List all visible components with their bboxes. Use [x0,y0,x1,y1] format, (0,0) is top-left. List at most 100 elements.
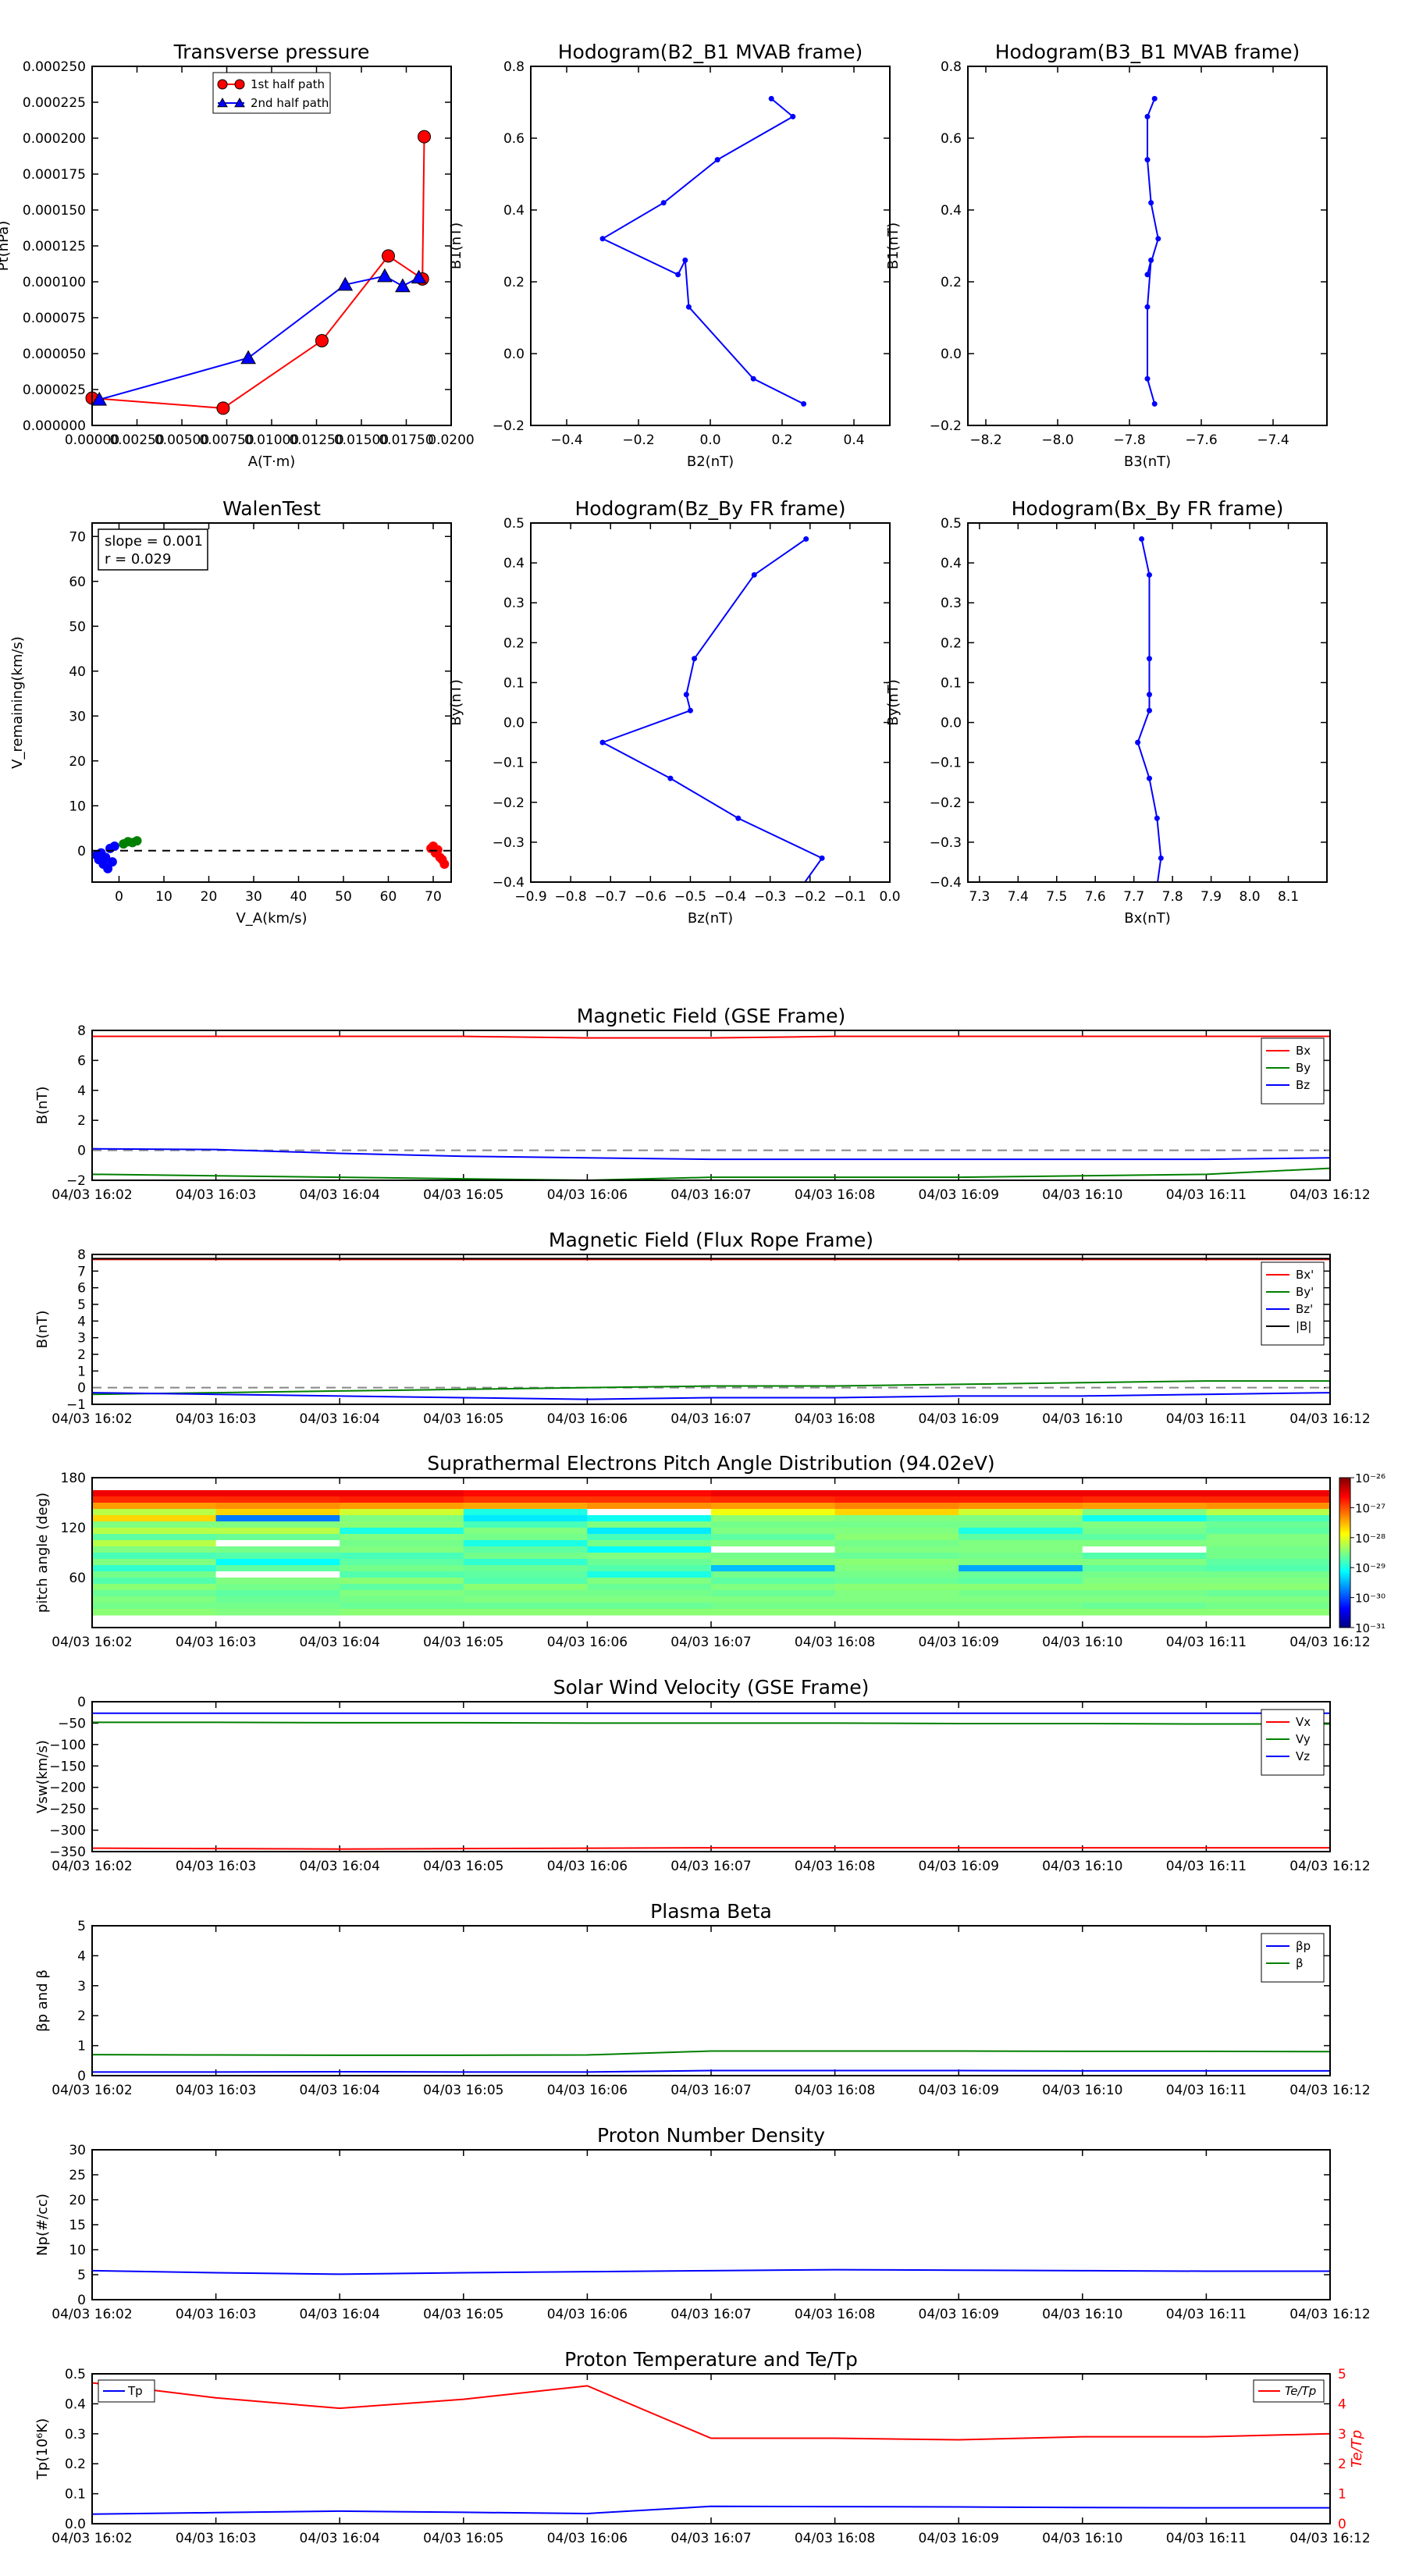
heatmap-cell [92,1509,217,1516]
series-line [92,1035,1330,1039]
heatmap-cell [463,1503,588,1510]
series-line [1136,539,1162,882]
heatmap-cell [1082,1540,1207,1547]
y-right-tick-label: 5 [1338,2367,1346,2382]
series-line [91,2505,1330,2515]
x-tick-label: 04/03 16:02 [52,2083,132,2098]
heatmap-cell [463,1603,588,1610]
data-point [682,257,688,263]
heatmap-cell [215,1521,340,1528]
x-tick-label: 04/03 16:11 [1166,2083,1247,2098]
y-axis-label: Np(#/cc) [34,2194,51,2256]
heatmap-cell [959,1603,1083,1610]
x-tick-label: 04/03 16:09 [919,1859,999,1874]
heatmap-cell [834,1515,959,1522]
legend-box [212,72,331,114]
heatmap-cell [340,1590,464,1597]
x-tick-label: 04/03 16:09 [919,2307,999,2322]
heatmap-cell [340,1540,464,1547]
heatmap-cell [834,1584,959,1591]
heatmap-cell [959,1546,1083,1553]
chart-pad: Suprathermal Electrons Pitch Angle Distr… [34,1452,1385,1650]
plot-frame [91,1925,1331,2076]
heatmap-cell [215,1609,340,1616]
y-tick-label: 0.2 [941,275,962,290]
heatmap-cell [92,1515,217,1522]
y-tick-label: 0.0 [65,2517,86,2532]
x-tick-label: 04/03 16:05 [423,1635,503,1650]
heatmap-cell [463,1565,588,1572]
data-point [675,272,681,278]
y-tick-label: 50 [69,619,86,635]
chart-title: WalenTest [222,497,321,520]
heatmap-cell [463,1578,588,1585]
heatmap-cell [959,1559,1083,1566]
x-tick-label: 0.01000 [244,432,299,448]
y-tick-label: 0.0 [941,716,962,731]
legend-label: By' [1296,1285,1314,1299]
legend-label: Vz [1296,1749,1310,1763]
heatmap-cell [587,1603,712,1610]
heatmap-cell [1082,1584,1207,1591]
heatmap-cell [92,1528,217,1535]
y-axis-label: Tp(10⁶K) [34,2418,51,2480]
y-tick-label: 0.2 [941,635,962,651]
x-tick-label: 04/03 16:04 [300,2307,380,2322]
y-tick-label: 0.5 [503,516,525,532]
x-tick-label: −0.9 [514,889,546,905]
plot-frame [91,522,452,883]
y-right-tick-label: 2 [1338,2457,1346,2472]
x-tick-label: 04/03 16:03 [176,1635,256,1650]
chart-h2: Hodogram(B3_B1 MVAB frame) −8.2 −8.0 −7.8 −7… [885,41,1328,470]
x-tick-label: 04/03 16:11 [1166,1635,1247,1650]
y-tick-label: 0.6 [503,131,525,147]
plot-frame [91,2149,1331,2300]
heatmap-cell [340,1503,464,1510]
series-line [91,2268,1330,2275]
x-tick-label: 04/03 16:10 [1042,2083,1122,2098]
y-tick-label: 0.000025 [23,382,86,398]
y-tick-label: 6 [77,1281,86,1297]
heatmap-cell [587,1521,712,1528]
x-tick-label: 04/03 16:02 [52,1187,132,1203]
y-tick-label: 2 [77,1113,86,1129]
x-tick-label: 04/03 16:07 [670,1859,751,1874]
x-tick-label: 04/03 16:11 [1166,1187,1247,1203]
y-tick-label: 40 [69,664,86,680]
heatmap-cell [215,1503,340,1510]
x-tick-label: −0.7 [595,889,627,905]
heatmap-cell [463,1584,588,1591]
x-tick-label: 04/03 16:10 [1042,2307,1122,2322]
y-tick-label: 8 [77,1247,86,1263]
heatmap-cell [587,1565,712,1572]
heatmap-cell [587,1540,712,1547]
heatmap-cell [92,1496,217,1503]
y-tick-label: −2 [66,1173,86,1189]
heatmap-cell [215,1571,340,1578]
heatmap-cell [215,1596,340,1603]
plot-frame [967,66,1328,426]
data-point [1144,157,1151,163]
heatmap-cell [92,1571,217,1578]
series-line [600,98,805,405]
series-line [91,2382,1331,2441]
heatmap-cell [340,1565,464,1572]
heatmap-cell [215,1534,340,1541]
x-tick-label: 04/03 16:06 [547,1635,628,1650]
heatmap-cell [959,1590,1083,1597]
heatmap-cell [711,1553,836,1560]
x-axis-label: Bz(nT) [688,910,733,927]
y-axis-label: B1(nT) [885,222,902,269]
heatmap-cell [1206,1540,1331,1547]
x-tick-label: 04/03 16:03 [176,1859,256,1874]
series-line [92,1721,1330,1725]
heatmap-cell [834,1565,959,1572]
heatmap-cell [711,1528,836,1535]
data-point [439,859,450,869]
heatmap-cell [215,1509,340,1516]
heatmap-cell [463,1528,588,1535]
legend-label: 2nd half path [251,96,329,110]
heatmap-cell [215,1590,340,1597]
